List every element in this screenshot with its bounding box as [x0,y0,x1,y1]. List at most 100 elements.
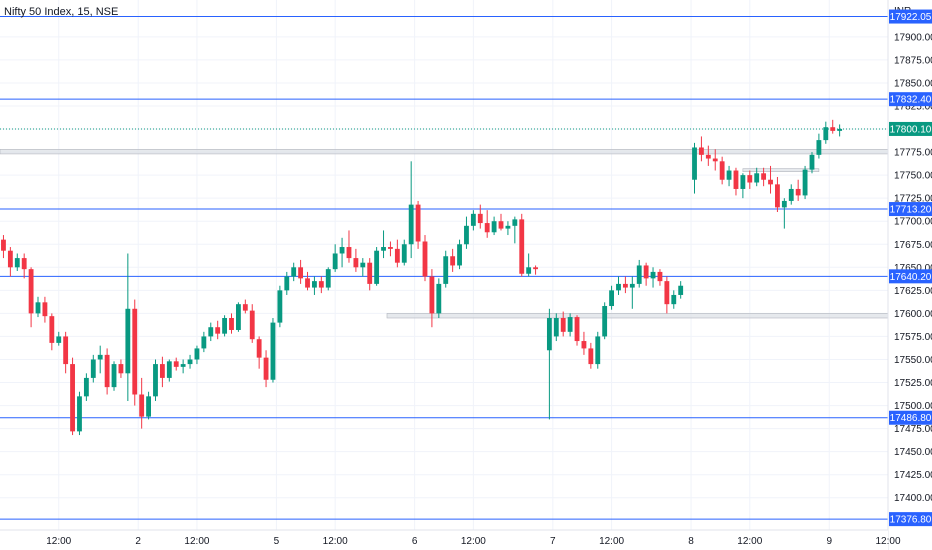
y-tick-label: 17525.00 [894,378,932,389]
y-tick-label: 17550.00 [894,355,932,366]
candle-body [346,247,352,259]
candle-body [733,170,739,189]
candle-body [339,247,345,254]
y-tick-label: 17850.00 [894,78,932,89]
candle-body [491,221,497,233]
x-tick-label: 12:00 [323,536,348,547]
x-tick-label: 12:00 [461,536,486,547]
candle-body [298,267,304,279]
level-price-badge: 17376.80 [890,515,932,526]
candle-body [560,318,566,332]
candle-body [125,308,131,374]
candle-body [443,256,449,284]
candle-body [595,336,601,365]
y-tick-label: 17825.00 [894,102,932,113]
candle-body [14,258,20,268]
x-tick-label: 12:00 [737,536,762,547]
level-price-badge-bg [889,269,932,284]
candle-body [754,173,760,183]
candle-body [291,267,297,277]
level-price-badge: 17922.05 [890,12,932,23]
y-tick-label: 17575.00 [894,332,932,343]
level-price-badge-bg [889,202,932,217]
candle-body [153,364,158,397]
candle-body [629,283,635,288]
sr-zone [742,168,820,172]
candle-body [546,318,552,351]
y-tick-label: 17725.00 [894,194,932,205]
chart-title: Nifty 50 Index, 15, NSE [4,6,118,18]
candle-body [235,304,241,330]
candle-body [809,154,815,170]
horizontal-level-lines [0,16,888,520]
candle-body [318,281,324,288]
candle-body [464,225,469,245]
candle-body [616,283,621,291]
candle-body [325,269,331,288]
y-tick-label: 17650.00 [894,263,932,274]
candle-body [470,213,476,226]
candle-body [63,336,69,365]
candle-body [256,339,262,358]
candle-body [49,316,55,343]
candle-body [740,175,746,189]
candle-body [56,336,62,343]
candle-body [795,188,801,196]
y-tick-label: 17400.00 [894,493,932,504]
candle-body [83,377,89,397]
candle-body [42,302,48,317]
x-tick-label: 2 [135,536,141,547]
candle-body [512,219,518,226]
candle-body [111,364,117,388]
candle-body [388,247,393,249]
level-price-badge: 17832.40 [890,95,932,106]
candle-body [705,154,711,159]
candle-body [139,394,145,417]
candle-body [1,239,6,251]
current-price-badge: 17800.10 [890,124,932,135]
candle-body [132,308,138,395]
candle-body [678,285,684,295]
candle-body [374,250,380,284]
x-tick-label: 12:00 [599,536,624,547]
y-tick-label: 17675.00 [894,240,932,251]
candle-body [360,262,366,268]
candle-body [830,127,836,131]
level-price-badge: 17640.20 [890,272,932,283]
candle-body [70,364,75,432]
x-tick-label: 12:00 [46,536,71,547]
x-tick-label: 8 [688,536,694,547]
candle-body [422,241,428,277]
candle-body [823,127,829,141]
y-tick-label: 17450.00 [894,447,932,458]
candle-body [180,364,186,367]
candle-body [609,290,614,307]
candle-body [664,281,670,305]
candle-body [657,271,663,282]
level-price-badge-bg [889,512,932,527]
x-tick-label: 12:00 [184,536,209,547]
candle-body [7,250,13,268]
candle-body [401,244,407,263]
candle-body [837,128,843,131]
candle-body [229,318,234,330]
candle-body [519,219,525,274]
time-axis-background [0,530,888,550]
current-price-badge-bg [889,121,932,136]
candle-body [643,265,649,279]
candle-body [367,262,373,284]
candle-body [249,310,255,340]
candle-body [574,317,580,342]
candle-body [187,359,193,365]
chart-grid [0,0,889,530]
candle-body [588,348,594,365]
candle-body [270,322,276,380]
candle-body [90,359,96,378]
candle-body [208,327,214,337]
price-badges: 17922.05 17832.40 17713.20 17640.20 17486.80… [889,9,932,527]
y-tick-label: 17500.00 [894,401,932,412]
candle-body [768,179,773,185]
candle-body [21,258,27,270]
candle-body [35,302,41,314]
